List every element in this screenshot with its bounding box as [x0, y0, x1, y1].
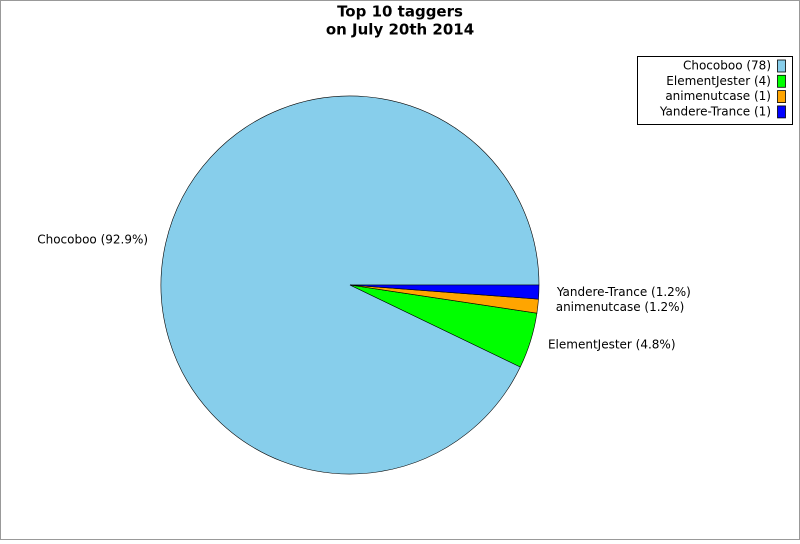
legend-label: ElementJester (4)	[666, 74, 771, 88]
legend-label: Chocoboo (78)	[683, 59, 771, 73]
legend-swatch	[777, 105, 786, 119]
legend-swatch	[777, 74, 786, 88]
chart-title: Top 10 taggers	[337, 3, 463, 21]
slice-label: Yandere-Trance (1.2%)	[556, 285, 691, 299]
legend-swatch	[777, 90, 786, 103]
chart-subtitle: on July 20th 2014	[326, 21, 474, 39]
slice-label: animenutcase (1.2%)	[556, 300, 685, 314]
slice-label: ElementJester (4.8%)	[548, 337, 676, 351]
legend-label: animenutcase (1)	[665, 89, 771, 103]
legend-box	[637, 56, 793, 125]
slice-label: Chocoboo (92.9%)	[37, 232, 148, 246]
pie-slice	[349, 284, 540, 300]
legend-swatch	[777, 59, 786, 73]
legend-label: Yandere-Trance (1)	[659, 104, 771, 118]
